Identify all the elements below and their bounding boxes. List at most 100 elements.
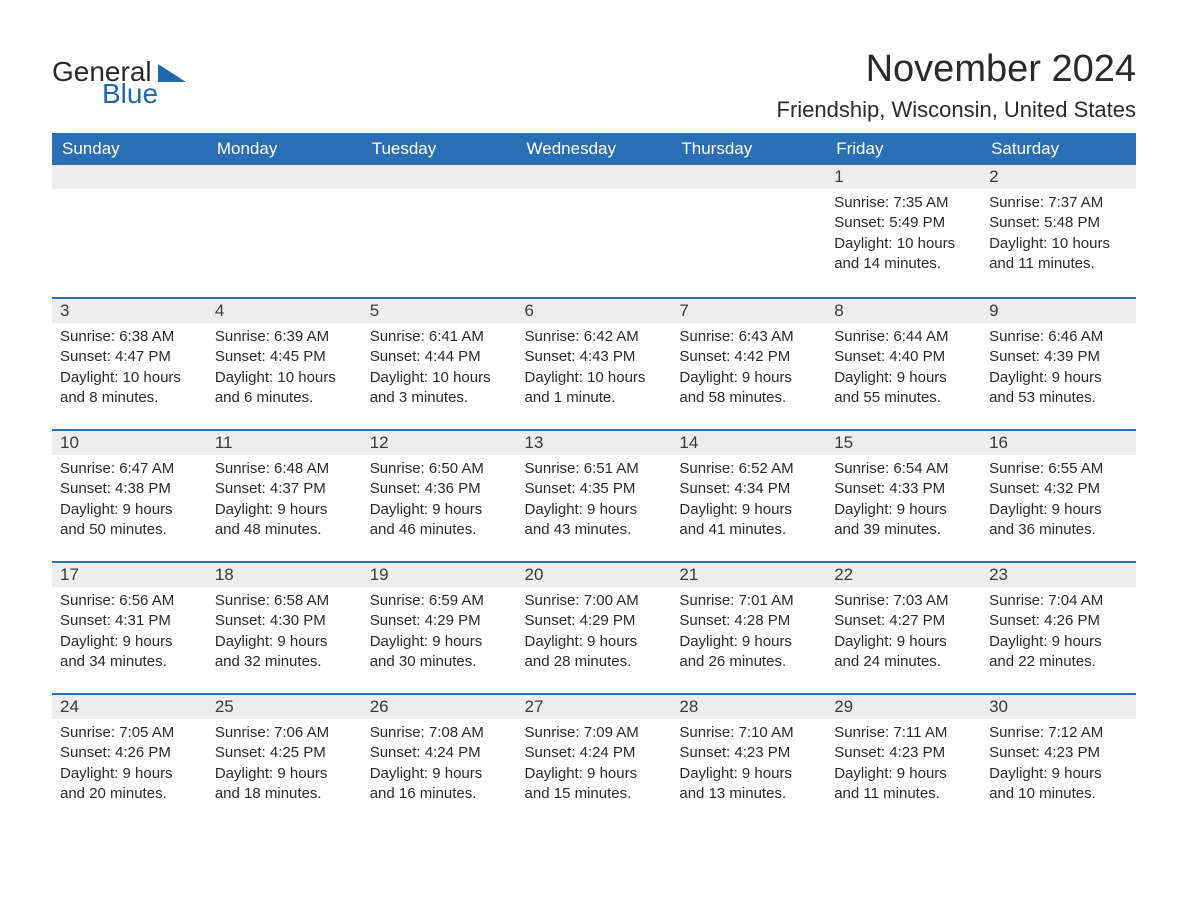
calendar-day-cell: 11Sunrise: 6:48 AMSunset: 4:37 PMDayligh… bbox=[207, 429, 362, 561]
day-detail: Sunrise: 6:50 AMSunset: 4:36 PMDaylight:… bbox=[362, 455, 517, 548]
day-number: 9 bbox=[981, 297, 1136, 323]
weekday-header: Wednesday bbox=[517, 133, 672, 165]
sunrise-text: Sunrise: 6:48 AM bbox=[215, 459, 354, 479]
daylight-text: Daylight: 10 hours and 8 minutes. bbox=[60, 368, 199, 409]
day-detail: Sunrise: 6:51 AMSunset: 4:35 PMDaylight:… bbox=[517, 455, 672, 548]
day-number: 24 bbox=[52, 693, 207, 719]
calendar-week-row: 1Sunrise: 7:35 AMSunset: 5:49 PMDaylight… bbox=[52, 165, 1136, 297]
calendar-day-cell: 30Sunrise: 7:12 AMSunset: 4:23 PMDayligh… bbox=[981, 693, 1136, 825]
day-number: 22 bbox=[826, 561, 981, 587]
daylight-text: Daylight: 9 hours and 22 minutes. bbox=[989, 632, 1128, 673]
sunset-text: Sunset: 4:44 PM bbox=[370, 347, 509, 367]
sunset-text: Sunset: 4:36 PM bbox=[370, 479, 509, 499]
calendar-table: Sunday Monday Tuesday Wednesday Thursday… bbox=[52, 133, 1136, 825]
sunset-text: Sunset: 4:40 PM bbox=[834, 347, 973, 367]
day-detail: Sunrise: 6:43 AMSunset: 4:42 PMDaylight:… bbox=[671, 323, 826, 416]
daylight-text: Daylight: 9 hours and 41 minutes. bbox=[679, 500, 818, 541]
day-detail: Sunrise: 6:55 AMSunset: 4:32 PMDaylight:… bbox=[981, 455, 1136, 548]
calendar-day-cell: 28Sunrise: 7:10 AMSunset: 4:23 PMDayligh… bbox=[671, 693, 826, 825]
daylight-text: Daylight: 9 hours and 26 minutes. bbox=[679, 632, 818, 673]
weekday-header-row: Sunday Monday Tuesday Wednesday Thursday… bbox=[52, 133, 1136, 165]
sunrise-text: Sunrise: 6:52 AM bbox=[679, 459, 818, 479]
sunrise-text: Sunrise: 7:05 AM bbox=[60, 723, 199, 743]
day-number: 3 bbox=[52, 297, 207, 323]
day-detail: Sunrise: 6:48 AMSunset: 4:37 PMDaylight:… bbox=[207, 455, 362, 548]
daylight-text: Daylight: 9 hours and 34 minutes. bbox=[60, 632, 199, 673]
daylight-text: Daylight: 9 hours and 39 minutes. bbox=[834, 500, 973, 541]
daylight-text: Daylight: 10 hours and 1 minute. bbox=[525, 368, 664, 409]
day-number: 16 bbox=[981, 429, 1136, 455]
day-detail: Sunrise: 6:58 AMSunset: 4:30 PMDaylight:… bbox=[207, 587, 362, 680]
sunset-text: Sunset: 4:38 PM bbox=[60, 479, 199, 499]
logo-text-blue: Blue bbox=[102, 80, 158, 108]
day-number: 10 bbox=[52, 429, 207, 455]
sunset-text: Sunset: 4:42 PM bbox=[679, 347, 818, 367]
calendar-day-cell: 15Sunrise: 6:54 AMSunset: 4:33 PMDayligh… bbox=[826, 429, 981, 561]
sunrise-text: Sunrise: 7:12 AM bbox=[989, 723, 1128, 743]
daylight-text: Daylight: 9 hours and 30 minutes. bbox=[370, 632, 509, 673]
sunset-text: Sunset: 5:48 PM bbox=[989, 213, 1128, 233]
header: General Blue November 2024 Friendship, W… bbox=[52, 48, 1136, 123]
day-number: 11 bbox=[207, 429, 362, 455]
calendar-week-row: 17Sunrise: 6:56 AMSunset: 4:31 PMDayligh… bbox=[52, 561, 1136, 693]
calendar-week-row: 24 Sunrise: 7:05 AMSunset: 4:26 PM Dayligh… bbox=[52, 693, 1136, 825]
calendar-day-cell: 22Sunrise: 7:03 AMSunset: 4:27 PMDayligh… bbox=[826, 561, 981, 693]
sunset-text: Sunset: 4:23 PM bbox=[834, 743, 973, 763]
day-detail: Sunrise: 6:42 AMSunset: 4:43 PMDaylight:… bbox=[517, 323, 672, 416]
day-detail: Sunrise: 6:52 AMSunset: 4:34 PMDaylight:… bbox=[671, 455, 826, 548]
calendar-day-cell: 13Sunrise: 6:51 AMSunset: 4:35 PMDayligh… bbox=[517, 429, 672, 561]
day-number: 23 bbox=[981, 561, 1136, 587]
day-detail: Sunrise: 6:54 AMSunset: 4:33 PMDaylight:… bbox=[826, 455, 981, 548]
calendar-day-cell: 20Sunrise: 7:00 AMSunset: 4:29 PMDayligh… bbox=[517, 561, 672, 693]
day-detail: Sunrise: 7:11 AMSunset: 4:23 PMDaylight:… bbox=[826, 719, 981, 812]
day-number: 14 bbox=[671, 429, 826, 455]
sunset-text: Sunset: 4:32 PM bbox=[989, 479, 1128, 499]
sunrise-text: Sunrise: 6:54 AM bbox=[834, 459, 973, 479]
day-detail: Sunrise: 6:47 AMSunset: 4:38 PMDaylight:… bbox=[52, 455, 207, 548]
day-detail: Sunrise: 7:03 AMSunset: 4:27 PMDaylight:… bbox=[826, 587, 981, 680]
daylight-text: Daylight: 10 hours and 14 minutes. bbox=[834, 234, 973, 275]
sunrise-text: Sunrise: 7:37 AM bbox=[989, 193, 1128, 213]
calendar-day-cell bbox=[207, 165, 362, 297]
daylight-text: Daylight: 9 hours and 10 minutes. bbox=[989, 764, 1128, 805]
sunrise-text: Sunrise: 6:46 AM bbox=[989, 327, 1128, 347]
calendar-day-cell: 5Sunrise: 6:41 AMSunset: 4:44 PMDaylight… bbox=[362, 297, 517, 429]
sunrise-text: Sunrise: 7:35 AM bbox=[834, 193, 973, 213]
day-number: 17 bbox=[52, 561, 207, 587]
calendar-day-cell: 9Sunrise: 6:46 AMSunset: 4:39 PMDaylight… bbox=[981, 297, 1136, 429]
sunset-text: Sunset: 4:26 PM bbox=[60, 743, 199, 763]
day-number: 1 bbox=[826, 165, 981, 189]
sunrise-text: Sunrise: 7:03 AM bbox=[834, 591, 973, 611]
daylight-text: Daylight: 9 hours and 43 minutes. bbox=[525, 500, 664, 541]
calendar-day-cell: 2Sunrise: 7:37 AMSunset: 5:48 PMDaylight… bbox=[981, 165, 1136, 297]
day-detail: Sunrise: 6:38 AMSunset: 4:47 PMDaylight:… bbox=[52, 323, 207, 416]
calendar-day-cell: 6Sunrise: 6:42 AMSunset: 4:43 PMDaylight… bbox=[517, 297, 672, 429]
calendar-day-cell: 17Sunrise: 6:56 AMSunset: 4:31 PMDayligh… bbox=[52, 561, 207, 693]
sunrise-text: Sunrise: 7:04 AM bbox=[989, 591, 1128, 611]
daylight-text: Daylight: 9 hours and 55 minutes. bbox=[834, 368, 973, 409]
sunrise-text: Sunrise: 6:42 AM bbox=[525, 327, 664, 347]
logo-triangle-icon bbox=[158, 64, 186, 82]
calendar-day-cell: 26Sunrise: 7:08 AMSunset: 4:24 PMDayligh… bbox=[362, 693, 517, 825]
sunset-text: Sunset: 4:26 PM bbox=[989, 611, 1128, 631]
day-number: 29 bbox=[826, 693, 981, 719]
sunset-text: Sunset: 4:29 PM bbox=[370, 611, 509, 631]
calendar-day-cell: 27Sunrise: 7:09 AMSunset: 4:24 PMDayligh… bbox=[517, 693, 672, 825]
daylight-text: Daylight: 9 hours and 28 minutes. bbox=[525, 632, 664, 673]
sunrise-text: Sunrise: 6:38 AM bbox=[60, 327, 199, 347]
daylight-text: Daylight: 9 hours and 58 minutes. bbox=[679, 368, 818, 409]
sunrise-text: Sunrise: 7:08 AM bbox=[370, 723, 509, 743]
calendar-day-cell: 21Sunrise: 7:01 AMSunset: 4:28 PMDayligh… bbox=[671, 561, 826, 693]
sunset-text: Sunset: 4:27 PM bbox=[834, 611, 973, 631]
day-detail: Sunrise: 7:04 AMSunset: 4:26 PMDaylight:… bbox=[981, 587, 1136, 680]
sunset-text: Sunset: 4:34 PM bbox=[679, 479, 818, 499]
day-detail: Sunrise: 7:35 AMSunset: 5:49 PMDaylight:… bbox=[826, 189, 981, 282]
empty-day bbox=[671, 165, 826, 189]
day-detail: Sunrise: 6:44 AMSunset: 4:40 PMDaylight:… bbox=[826, 323, 981, 416]
day-number: 2 bbox=[981, 165, 1136, 189]
day-detail: Sunrise: 6:41 AMSunset: 4:44 PMDaylight:… bbox=[362, 323, 517, 416]
sunset-text: Sunset: 4:47 PM bbox=[60, 347, 199, 367]
weekday-header: Tuesday bbox=[362, 133, 517, 165]
month-title: November 2024 bbox=[777, 48, 1137, 91]
sunset-text: Sunset: 4:28 PM bbox=[679, 611, 818, 631]
